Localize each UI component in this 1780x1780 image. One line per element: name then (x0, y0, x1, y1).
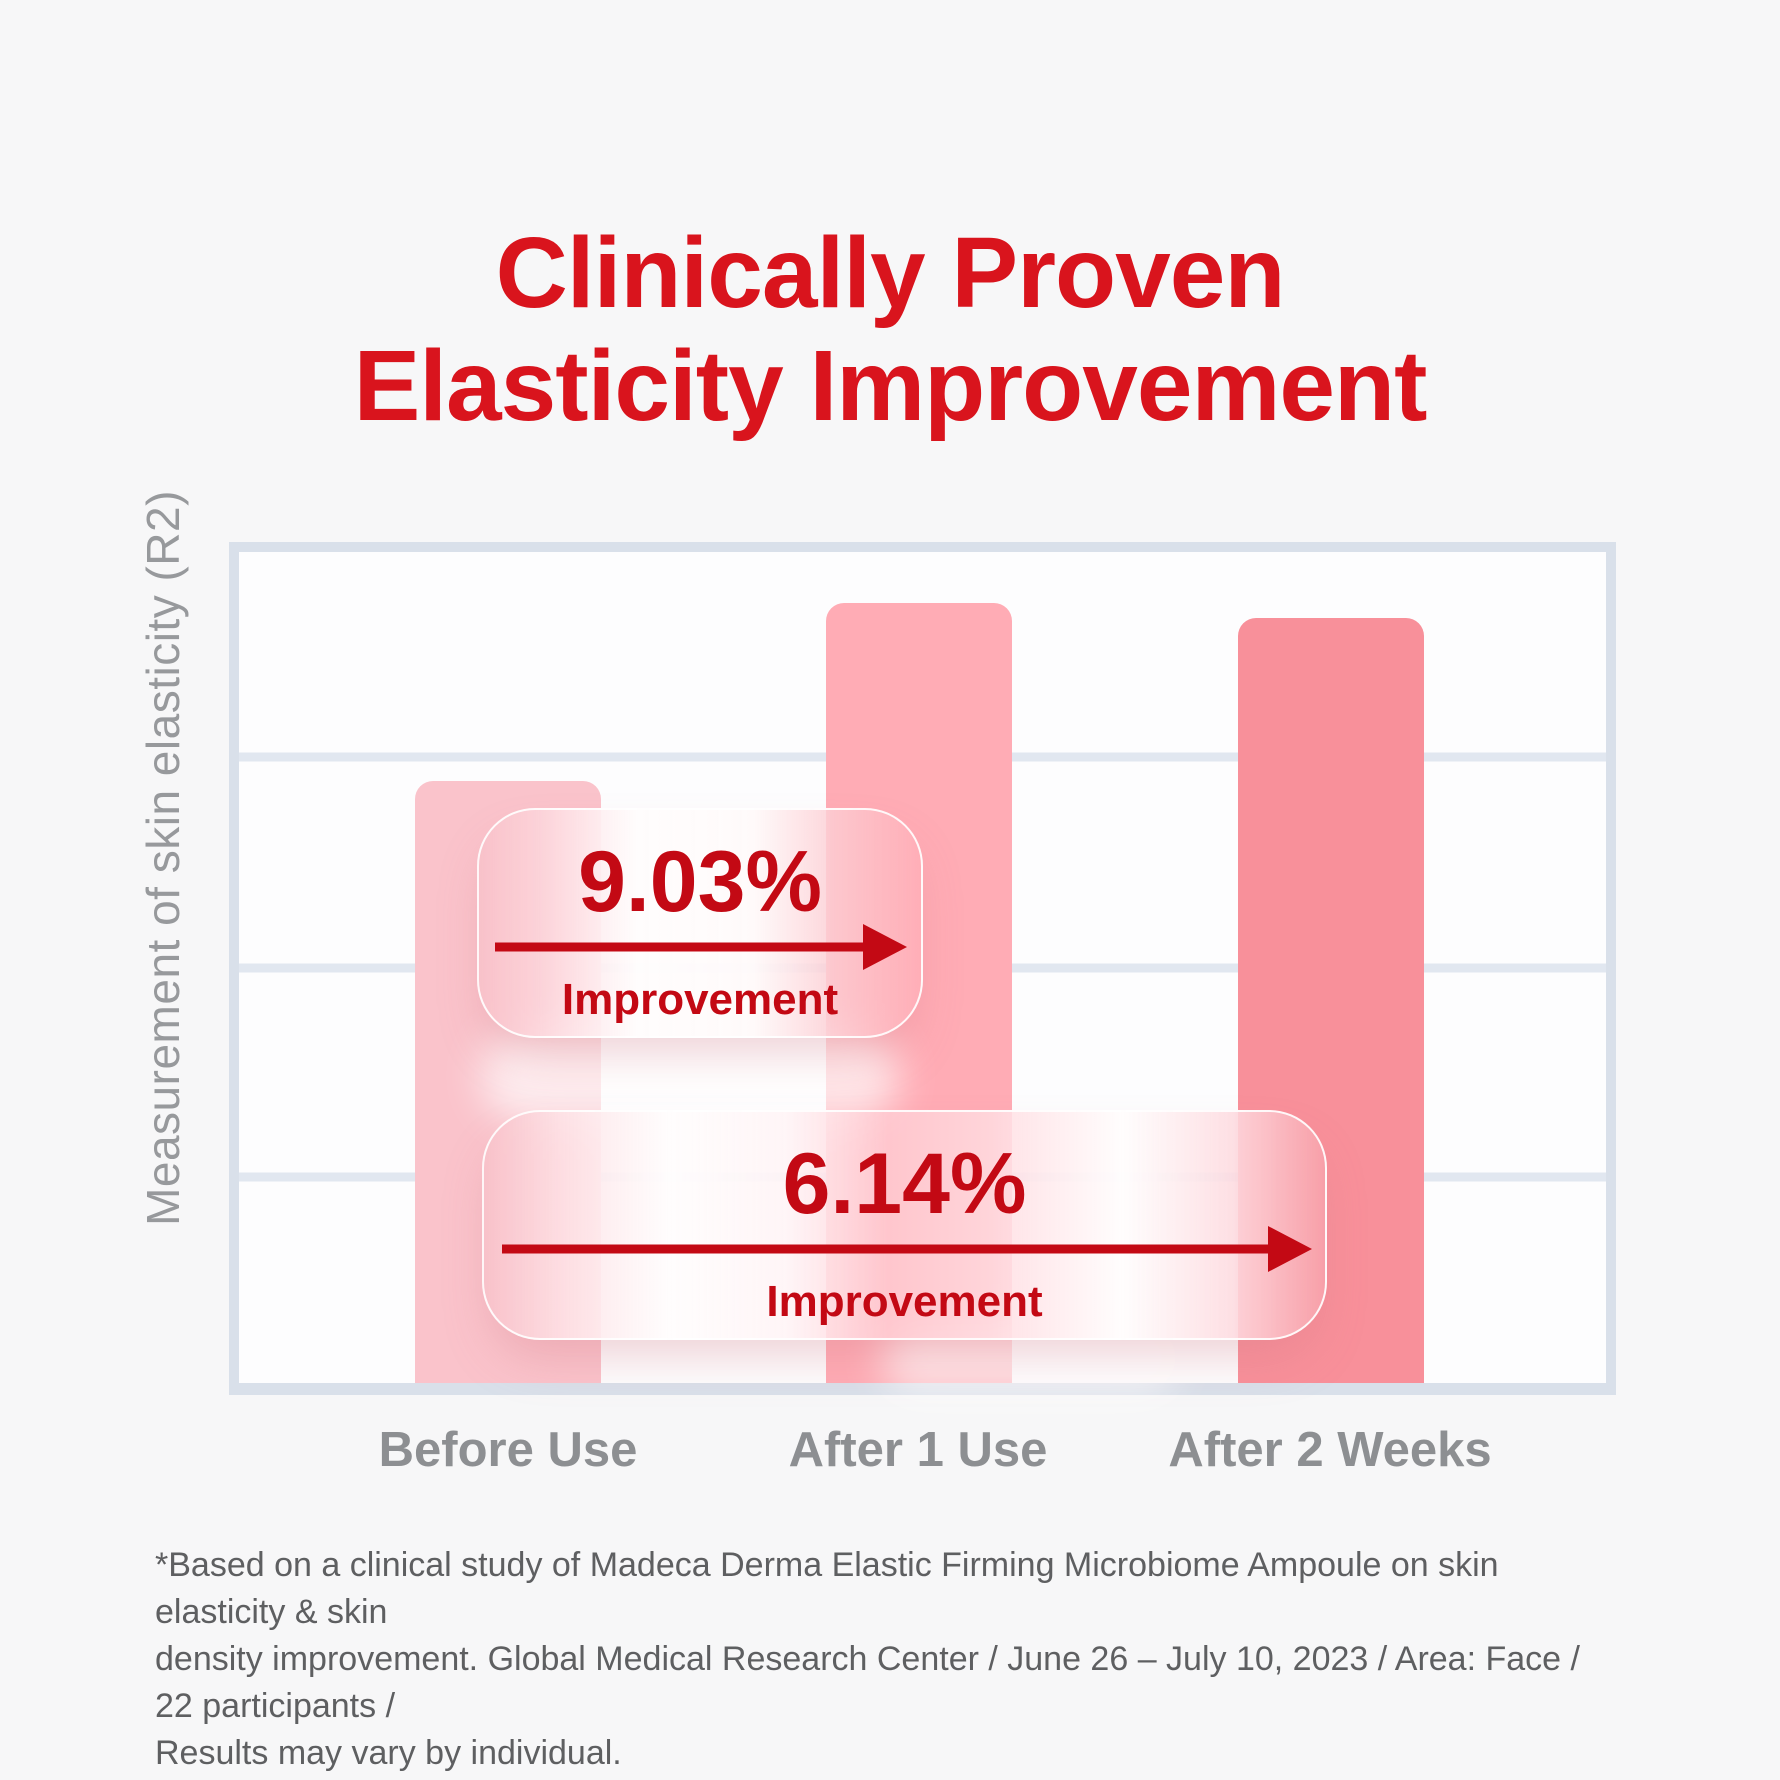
arrow-line (495, 942, 873, 952)
footnote-line: density improvement. Global Medical Rese… (155, 1640, 1580, 1725)
improvement-label: Improvement (561, 975, 839, 1024)
glass-glow (480, 1028, 900, 1123)
improvement-value: 9.03% (578, 834, 822, 930)
improvement-badge-9-03: 9.03% Improvement (477, 808, 923, 1038)
page-title: Clinically Proven Elasticity Improvement (0, 217, 1780, 443)
arrow-right-icon (495, 924, 907, 970)
footnote: *Based on a clinical study of Madeca Der… (155, 1542, 1595, 1777)
x-axis-label-before-use: Before Use (378, 1423, 638, 1477)
footnote-line: Results may vary by individual. (155, 1734, 622, 1772)
improvement-value: 6.14% (782, 1136, 1027, 1232)
improvement-label: Improvement (766, 1277, 1043, 1326)
y-axis-label: Measurement of skin elasticity (R2) (137, 490, 189, 1226)
x-axis-label-after-1-use: After 1 Use (788, 1423, 1048, 1477)
page-title-line2: Elasticity Improvement (353, 330, 1428, 442)
arrow-right-icon (502, 1226, 1312, 1272)
page-title-line1: Clinically Proven (495, 217, 1286, 329)
footnote-line: *Based on a clinical study of Madeca Der… (155, 1546, 1499, 1631)
improvement-badge-6-14: 6.14% Improvement (482, 1110, 1327, 1340)
arrow-head (1268, 1226, 1312, 1272)
arrow-line (502, 1244, 1278, 1254)
arrow-head (863, 924, 907, 970)
x-axis-label-after-2-weeks: After 2 Weeks (1168, 1423, 1492, 1477)
